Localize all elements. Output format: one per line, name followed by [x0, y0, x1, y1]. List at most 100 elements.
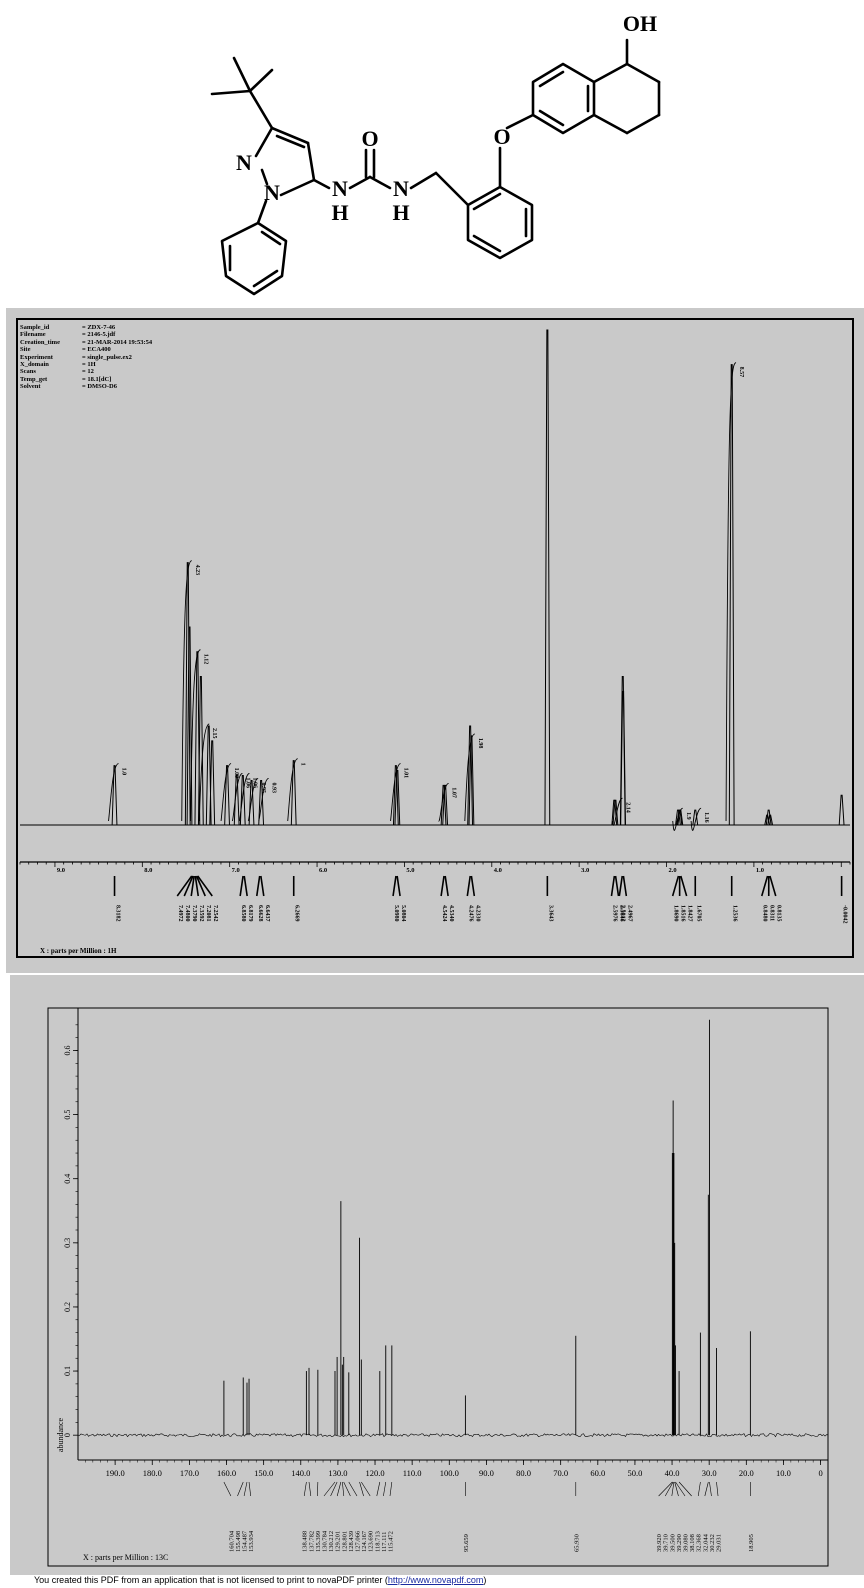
h1-peak: [111, 765, 118, 826]
c13-peak-leader: [716, 1481, 719, 1497]
param-key: Solvent: [20, 383, 41, 391]
c13-peak-leader: [361, 1481, 371, 1497]
c13-x-tick-label: 190.0: [106, 1468, 125, 1478]
h1-integral-value: 1.16: [703, 812, 709, 823]
h1-peak-leader: [680, 875, 688, 897]
h1-x-tick-label: 7.0: [232, 867, 240, 874]
h1-peak-label: 7.4972: [177, 905, 183, 922]
c13-x-tick-label: 160.0: [217, 1468, 236, 1478]
h1-peak-label: 7.3592: [198, 905, 204, 922]
c13-peak-label: 135.399: [315, 1531, 322, 1552]
h1-integral-curve: [108, 763, 119, 822]
h1-peak-label: 6.6628: [257, 905, 263, 922]
ether-oxygen-label: O: [493, 124, 510, 149]
c13-peak-label: 129.201: [335, 1531, 342, 1552]
h1-peak-label: 1.8427: [687, 905, 693, 922]
h1-x-tick-label: 1.0: [756, 867, 764, 874]
c13-peak-leader: [248, 1481, 251, 1497]
h1-integral-value: 0.95: [260, 782, 266, 793]
h1-integral-curve: [672, 807, 684, 831]
h1-peak-leader: [197, 875, 213, 897]
c13-peak-leader: [348, 1481, 358, 1497]
c13-peak-label: 39.920: [656, 1534, 663, 1552]
h1-integral-value: 1.06: [244, 778, 250, 789]
c13-x-tick-label: 30.0: [702, 1468, 717, 1478]
h1-peak-label: 4.5424: [441, 905, 447, 922]
h1-peak-leader: [243, 875, 248, 897]
c13-y-tick-label: 0: [63, 1433, 72, 1437]
param-row: Solvent = DMSO-D6: [20, 383, 152, 390]
c13-peak-label: 130.784: [321, 1530, 328, 1552]
c13-peak-leader: [664, 1481, 674, 1497]
param-value: = 2146-5.jdf: [82, 331, 116, 339]
param-row: Filename = 2146-5.jdf: [20, 331, 152, 338]
c13-peak-label: 128.439: [348, 1531, 355, 1552]
h1-peak-label: 4.2476: [467, 905, 473, 922]
c13-peak-label: 123.690: [368, 1531, 375, 1552]
h1-integral-value: 1.01: [403, 768, 409, 779]
h1-x-tick-label: 9.0: [57, 867, 65, 874]
c13-peak-label: 39.080: [683, 1534, 690, 1552]
c13-peak-leader: [223, 1481, 232, 1497]
h1-peak-label: -0.0042: [842, 905, 848, 924]
c13-peak-leader: [697, 1481, 701, 1497]
footer-link[interactable]: http://www.novapdf.com: [387, 1575, 484, 1585]
h1-peak-label: 7.4800: [184, 905, 190, 922]
c13-peak-label: 32.368: [696, 1534, 703, 1552]
h1-x-tick-label: 3.0: [581, 867, 589, 874]
footer-notice: You created this PDF from an application…: [34, 1575, 486, 1585]
h1-integral-value: 4.23: [194, 565, 200, 576]
h1-integral-curve: [690, 807, 702, 831]
h1-integral-curve: [238, 773, 250, 822]
urea-nh1-n-label: N: [332, 176, 348, 201]
h1-peak: [194, 651, 201, 826]
c13-peak-label: 30.232: [709, 1534, 716, 1552]
h1-integral-value: 2.15: [211, 728, 217, 739]
h1-peak: [611, 799, 618, 826]
param-value: = 18.1[dC]: [82, 375, 112, 383]
footer-text: You created this PDF from an application…: [34, 1575, 388, 1585]
h1-integral-value: 1.0: [121, 768, 127, 776]
c13-x-tick-label: 50.0: [627, 1468, 642, 1478]
c13-peak-leader: [389, 1481, 393, 1497]
param-value: = DMSO-D6: [82, 383, 117, 391]
h1-peak-label: 7.2542: [212, 905, 218, 922]
c13-peak-label: 128.801: [341, 1531, 348, 1552]
chemical-structure: OH O O N N N H N H: [210, 11, 661, 296]
c13-peak-label: 154.487: [242, 1530, 249, 1552]
h1-peak-label: 2.5846: [618, 905, 624, 922]
h1-peak-leader: [260, 875, 265, 897]
param-key: Scans: [20, 368, 36, 376]
oh-label: OH: [623, 11, 657, 36]
param-value: = single_pulse.ex2: [82, 353, 132, 361]
c13-x-tick-label: 100.0: [440, 1468, 459, 1478]
c13-peak-label: 118.713: [374, 1531, 381, 1552]
param-key: Sample_id: [20, 324, 50, 331]
h1-peak-label: 7.3790: [191, 905, 197, 922]
h1-peak-label: 3.3643: [547, 905, 553, 922]
h1-peak-label: 2.5976: [611, 905, 617, 922]
h1-integral-curve: [464, 733, 476, 822]
c13-peak-label: 38.108: [689, 1534, 696, 1552]
h1-peak: [765, 809, 772, 826]
h1-peak-leader: [769, 875, 777, 897]
h1-integral-curve: [725, 362, 737, 822]
c13-peak-leader: [237, 1481, 244, 1497]
c13-peak-label: 137.782: [308, 1531, 315, 1552]
c13-x-tick-label: 70.0: [553, 1468, 568, 1478]
c13-peak-leader: [330, 1481, 338, 1497]
h1-peak-label: 8.3182: [115, 905, 121, 922]
param-row: Creation_time = 21-MAR-2014 19:53:54: [20, 339, 152, 346]
h1-peak: [186, 626, 193, 826]
c13-x-tick-label: 150.0: [254, 1468, 273, 1478]
h1-peak: [394, 770, 401, 826]
h1-peak-leader: [760, 875, 769, 897]
param-row: Experiment = single_pulse.ex2: [20, 354, 152, 361]
param-value: = 12: [82, 368, 94, 376]
c13-peak-label: 32.044: [702, 1533, 709, 1552]
h1-peak-leader: [610, 875, 616, 897]
c13-x-tick-label: 0: [818, 1468, 822, 1478]
h1-peak: [258, 779, 265, 826]
c13-peak-leader: [303, 1481, 307, 1497]
